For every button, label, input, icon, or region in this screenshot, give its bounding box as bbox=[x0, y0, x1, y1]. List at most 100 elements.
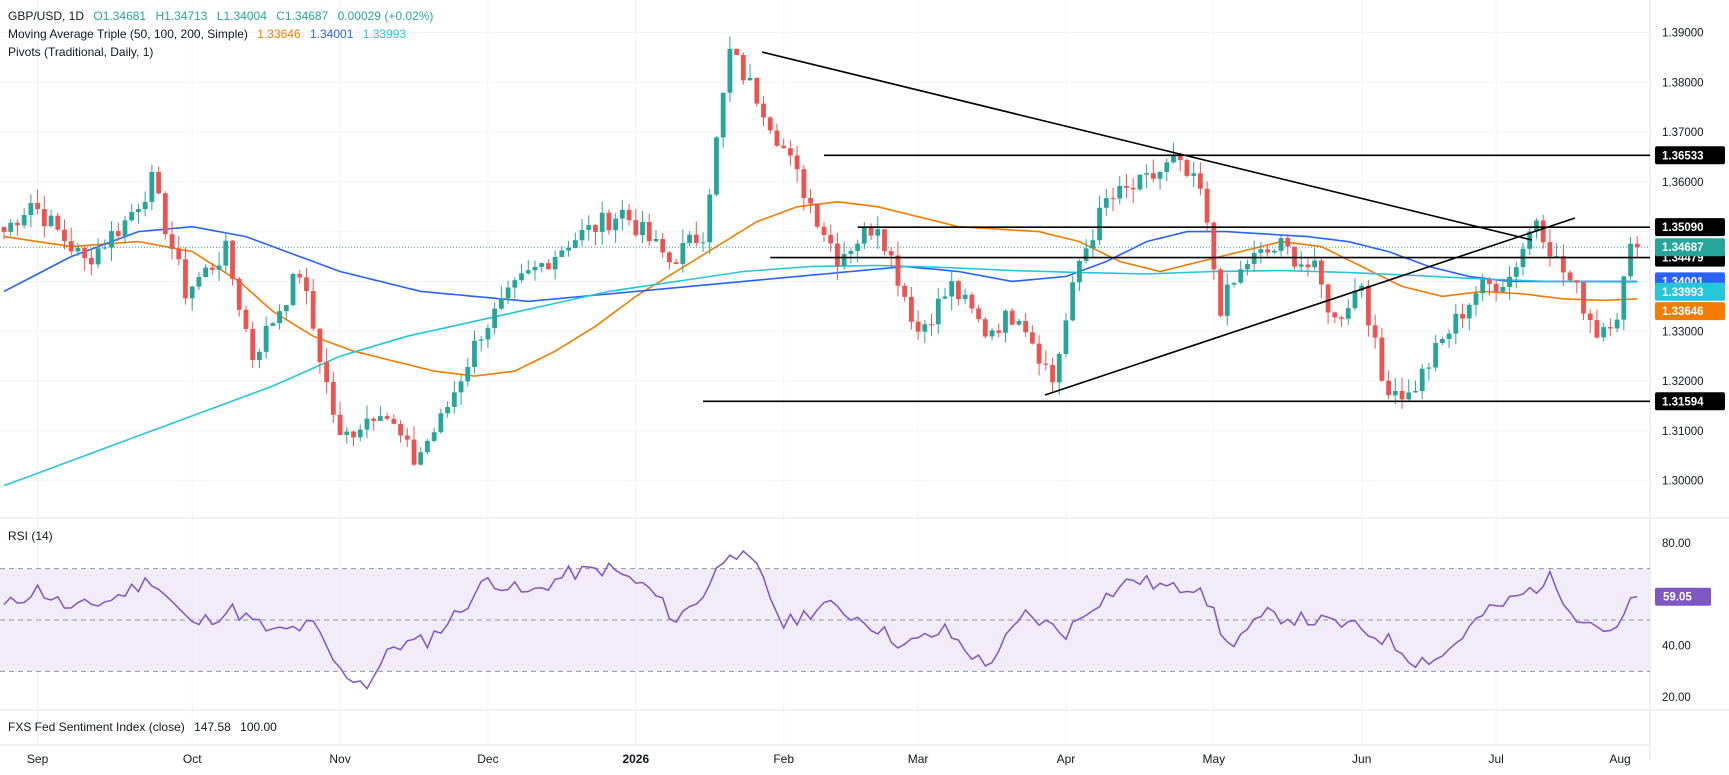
candle-body bbox=[1312, 260, 1318, 268]
candle-body bbox=[626, 209, 632, 221]
candle-body bbox=[425, 440, 430, 453]
candle-body bbox=[1184, 160, 1190, 176]
price-tag bbox=[1655, 282, 1725, 301]
candle-body bbox=[169, 234, 175, 249]
legend-rsi-label: RSI (14) bbox=[8, 529, 53, 543]
candle-body bbox=[700, 242, 706, 244]
candle-body bbox=[290, 274, 296, 306]
candle-body bbox=[1285, 238, 1291, 247]
candle-body bbox=[754, 77, 760, 104]
candle-body bbox=[122, 220, 128, 236]
legend-rsi-row: RSI (14) bbox=[8, 529, 53, 543]
candle-body bbox=[1211, 222, 1217, 270]
candle-body bbox=[411, 439, 417, 465]
candle-body bbox=[445, 407, 451, 414]
candle-body bbox=[371, 418, 377, 421]
rsi-y-tick-label: 20.00 bbox=[1662, 692, 1691, 704]
x-tick-label: 2026 bbox=[622, 752, 649, 766]
candle-body bbox=[458, 381, 464, 393]
candle-body bbox=[243, 309, 249, 329]
candle-body bbox=[1574, 280, 1580, 283]
candle-body bbox=[989, 330, 995, 337]
candle-body bbox=[740, 55, 746, 81]
candle-body bbox=[1487, 279, 1492, 284]
candle-body bbox=[720, 92, 726, 138]
candle-body bbox=[1406, 392, 1412, 400]
candle-body bbox=[1191, 173, 1197, 176]
candle-body bbox=[35, 203, 41, 210]
candle-body bbox=[707, 194, 713, 243]
candle-body bbox=[848, 250, 854, 254]
candle-body bbox=[1070, 282, 1076, 321]
candle-body bbox=[1110, 198, 1116, 200]
candle-body bbox=[1466, 304, 1472, 319]
candle-body bbox=[781, 145, 787, 149]
candle-body bbox=[1372, 325, 1378, 338]
candle-body bbox=[1003, 310, 1008, 333]
legend-fxs-value: 147.58 bbox=[194, 720, 231, 734]
candle-body bbox=[391, 418, 397, 424]
axes: 1.390001.380001.370001.360001.350001.340… bbox=[27, 27, 1704, 766]
candle-body bbox=[922, 324, 928, 332]
candle-body bbox=[1507, 276, 1512, 288]
candle-body bbox=[646, 222, 652, 242]
candle-body bbox=[1547, 242, 1553, 257]
candle-body bbox=[579, 229, 585, 241]
candle-body bbox=[1419, 368, 1425, 392]
candle-body bbox=[1245, 263, 1250, 270]
candle-body bbox=[41, 209, 47, 227]
candle-body bbox=[82, 247, 88, 259]
candle-body bbox=[1124, 186, 1129, 188]
candle-body bbox=[1, 226, 7, 232]
y-tick-label: 1.36000 bbox=[1662, 177, 1704, 189]
candle-body bbox=[1601, 327, 1607, 338]
price-tag bbox=[1655, 302, 1725, 321]
candle-body bbox=[203, 267, 209, 278]
candle-body bbox=[801, 169, 807, 199]
candle-body bbox=[1439, 338, 1445, 344]
candle-body bbox=[861, 226, 867, 244]
candle-body bbox=[714, 137, 719, 195]
legend-ma100: 1.34001 bbox=[310, 27, 354, 41]
x-tick-label: Oct bbox=[183, 752, 202, 766]
candle-body bbox=[1298, 264, 1304, 267]
candle-body bbox=[546, 263, 551, 270]
x-tick-label: Mar bbox=[908, 752, 929, 766]
price-tag-label: 1.35090 bbox=[1662, 222, 1704, 234]
candle-body bbox=[821, 226, 827, 235]
legend-low: L1.34004 bbox=[216, 9, 267, 23]
rsi-value-tag bbox=[1655, 587, 1711, 606]
candle-body bbox=[653, 238, 659, 242]
candle-body bbox=[277, 311, 282, 324]
candle-body bbox=[142, 201, 148, 210]
candle-body bbox=[572, 240, 578, 248]
rsi-line bbox=[3, 550, 1638, 690]
candle-body bbox=[478, 339, 484, 341]
candle-body bbox=[586, 225, 592, 230]
candle-body bbox=[1480, 279, 1486, 294]
price-tag bbox=[1655, 392, 1725, 411]
candle-body bbox=[1325, 284, 1331, 313]
candle-body bbox=[1036, 343, 1042, 364]
candle-body bbox=[324, 362, 330, 383]
candle-body bbox=[250, 328, 256, 360]
candle-body bbox=[263, 325, 269, 352]
candle-body bbox=[976, 308, 981, 320]
candle-body bbox=[1043, 363, 1049, 365]
candle-body bbox=[1399, 391, 1405, 400]
candle-body bbox=[787, 148, 793, 156]
candle-body bbox=[841, 253, 847, 267]
candle-body bbox=[1150, 173, 1156, 179]
candle-body bbox=[1231, 282, 1237, 285]
candle-body bbox=[1446, 333, 1452, 339]
candle-body bbox=[465, 367, 471, 382]
candle-body bbox=[673, 262, 679, 264]
candle-body bbox=[1392, 391, 1398, 396]
candle-body bbox=[1540, 220, 1546, 243]
candle-body bbox=[1366, 285, 1371, 326]
candle-body bbox=[532, 266, 538, 271]
x-tick-label: May bbox=[1203, 752, 1226, 766]
candle-body bbox=[915, 321, 921, 332]
candle-body bbox=[310, 291, 316, 329]
